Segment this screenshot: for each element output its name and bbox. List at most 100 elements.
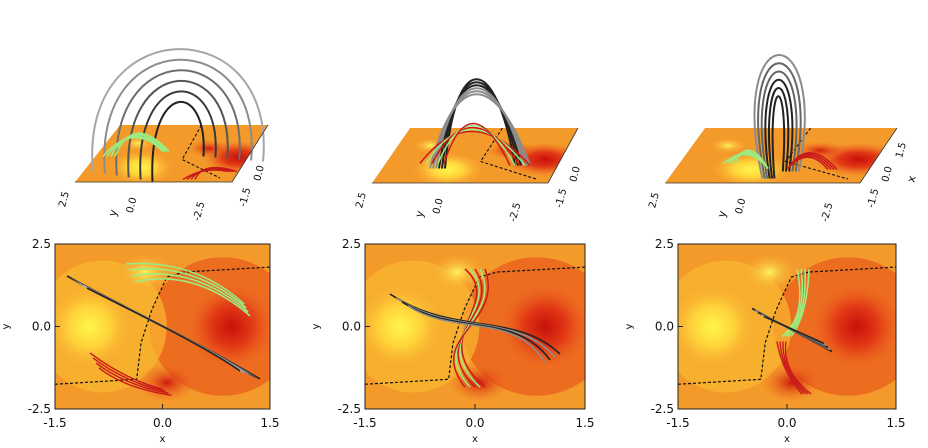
loop-green — [110, 133, 168, 157]
field-line-green — [787, 268, 806, 338]
small-positive-spot — [708, 137, 748, 154]
loop-black — [753, 54, 806, 179]
magnetogram-plane — [372, 128, 578, 183]
loop-green — [734, 149, 769, 169]
field-line-red — [776, 341, 803, 395]
y-axis-label-3d: y — [412, 209, 426, 219]
y-axis-label: y — [624, 323, 635, 329]
loop-black — [441, 81, 519, 169]
field-line-red — [92, 357, 166, 392]
x-axis-label-3d: x — [904, 174, 918, 184]
x-axis-label: x — [784, 434, 790, 444]
small-negative-spot — [760, 362, 822, 403]
small-positive-spot — [741, 252, 798, 292]
y-tick-label-3d: 0.0 — [125, 196, 140, 214]
field-line-black — [401, 301, 551, 361]
y-axis-label-3d: y — [715, 209, 729, 219]
x-axis-label: x — [160, 434, 166, 444]
negative-core — [497, 280, 585, 373]
x-tick-label: 1.5 — [886, 416, 905, 430]
x-axis-label: x — [472, 434, 478, 444]
loop-black — [771, 95, 786, 179]
loop-black — [151, 101, 205, 182]
positive-core — [678, 280, 761, 373]
positive-spot — [709, 151, 794, 183]
loop-colored — [425, 128, 526, 166]
polarity-inversion-line — [784, 128, 849, 180]
loop-black — [435, 87, 525, 169]
x-tick-label-3d: 0.0 — [568, 165, 583, 183]
y-tick-label-3d: -2.5 — [508, 202, 524, 224]
positive-core — [365, 280, 449, 373]
field-line-green — [131, 273, 249, 313]
positive-spot — [410, 151, 485, 183]
field-line-red — [779, 341, 806, 395]
x-tick-label: -1.5 — [666, 416, 689, 430]
loop-black — [764, 78, 794, 179]
x-tick-label: 0.0 — [777, 416, 796, 430]
projection-panel-b2d: -1.5 0.0 1.5 2.5 0.0 -2.5 x y — [311, 237, 595, 445]
y-tick-label-3d: 2.5 — [354, 191, 369, 209]
field-line-red — [782, 341, 809, 395]
y-tick-label-3d: 0.0 — [431, 197, 446, 215]
small-positive-spot — [117, 252, 174, 292]
y-tick-label-3d: -2.5 — [820, 202, 836, 224]
field-line-black — [86, 287, 241, 372]
loop-colored — [431, 126, 521, 166]
loop-black — [115, 69, 241, 176]
loop-colored — [443, 122, 511, 166]
loop-red — [787, 152, 838, 170]
perspective-panel-c3d: 2.5 0.0 -2.5 y -1.5 0.0 1.5 x — [647, 54, 919, 224]
y-tick-label-3d: 2.5 — [57, 190, 72, 208]
field-line-black — [407, 305, 546, 364]
polarity-inversion-line — [365, 266, 585, 385]
plane-edge — [547, 127, 579, 184]
x-tick-label-3d: -1.5 — [866, 188, 882, 210]
plane-edge — [231, 124, 269, 183]
x-tick-label: -1.5 — [353, 416, 376, 430]
field-line-black — [395, 297, 556, 358]
x-tick-label-3d: 0.0 — [252, 164, 267, 182]
loop-black — [139, 90, 217, 180]
loop-black — [91, 48, 265, 172]
field-line-twisted — [455, 268, 486, 388]
perspective-panels: 2.5 0.0 -2.5 y -1.5 0.0 2.5 0.0 -2.5 y -1.5 0.0 2.5 0… — [57, 48, 919, 224]
y-tick-label: 2.5 — [342, 237, 361, 251]
field-line-red — [784, 341, 812, 395]
x-tick-label: -1.5 — [43, 416, 66, 430]
loop-black — [760, 70, 798, 179]
y-tick-label: 0.0 — [342, 320, 361, 334]
loop-black — [768, 87, 790, 179]
magnetogram-field — [365, 244, 585, 409]
plane-edge — [859, 127, 898, 184]
y-tick-label-3d: 0.0 — [734, 197, 749, 215]
y-tick-label: -2.5 — [28, 402, 51, 416]
y-tick-label-3d: 2.5 — [647, 191, 662, 209]
x-tick-label: 0.0 — [465, 416, 484, 430]
y-tick-label-3d: -2.5 — [192, 201, 208, 223]
field-line-red — [98, 367, 172, 396]
loop-green — [114, 132, 170, 157]
x-tick-label-3d: 1.5 — [894, 141, 909, 159]
loop-green — [102, 136, 164, 158]
perspective-panel-a3d: 2.5 0.0 -2.5 y -1.5 0.0 — [57, 48, 269, 223]
x-tick-label-3d: 0.0 — [880, 165, 895, 183]
loop-black — [103, 58, 253, 174]
small-positive-spot — [428, 252, 486, 292]
loop-colored — [437, 124, 516, 166]
y-axis-label: y — [311, 323, 322, 329]
x-tick-label: 1.5 — [575, 416, 594, 430]
x-tick-label-3d: -1.5 — [238, 187, 254, 209]
field-line-black — [389, 293, 561, 355]
y-tick-label: 0.0 — [655, 320, 674, 334]
projection-panels: -1.5 0.0 1.5 2.5 0.0 -2.5 x y -1.5 0.0 1.5 2.5 0.0 -2… — [1, 237, 906, 445]
field-line-green — [784, 268, 804, 338]
field-line-green — [128, 268, 247, 309]
polarity-inversion-line — [181, 125, 221, 179]
loop-red — [194, 166, 238, 180]
field-line-green — [125, 262, 245, 305]
y-tick-label: 0.0 — [32, 320, 51, 334]
loop-green — [106, 135, 166, 157]
y-tick-label: -2.5 — [651, 402, 674, 416]
